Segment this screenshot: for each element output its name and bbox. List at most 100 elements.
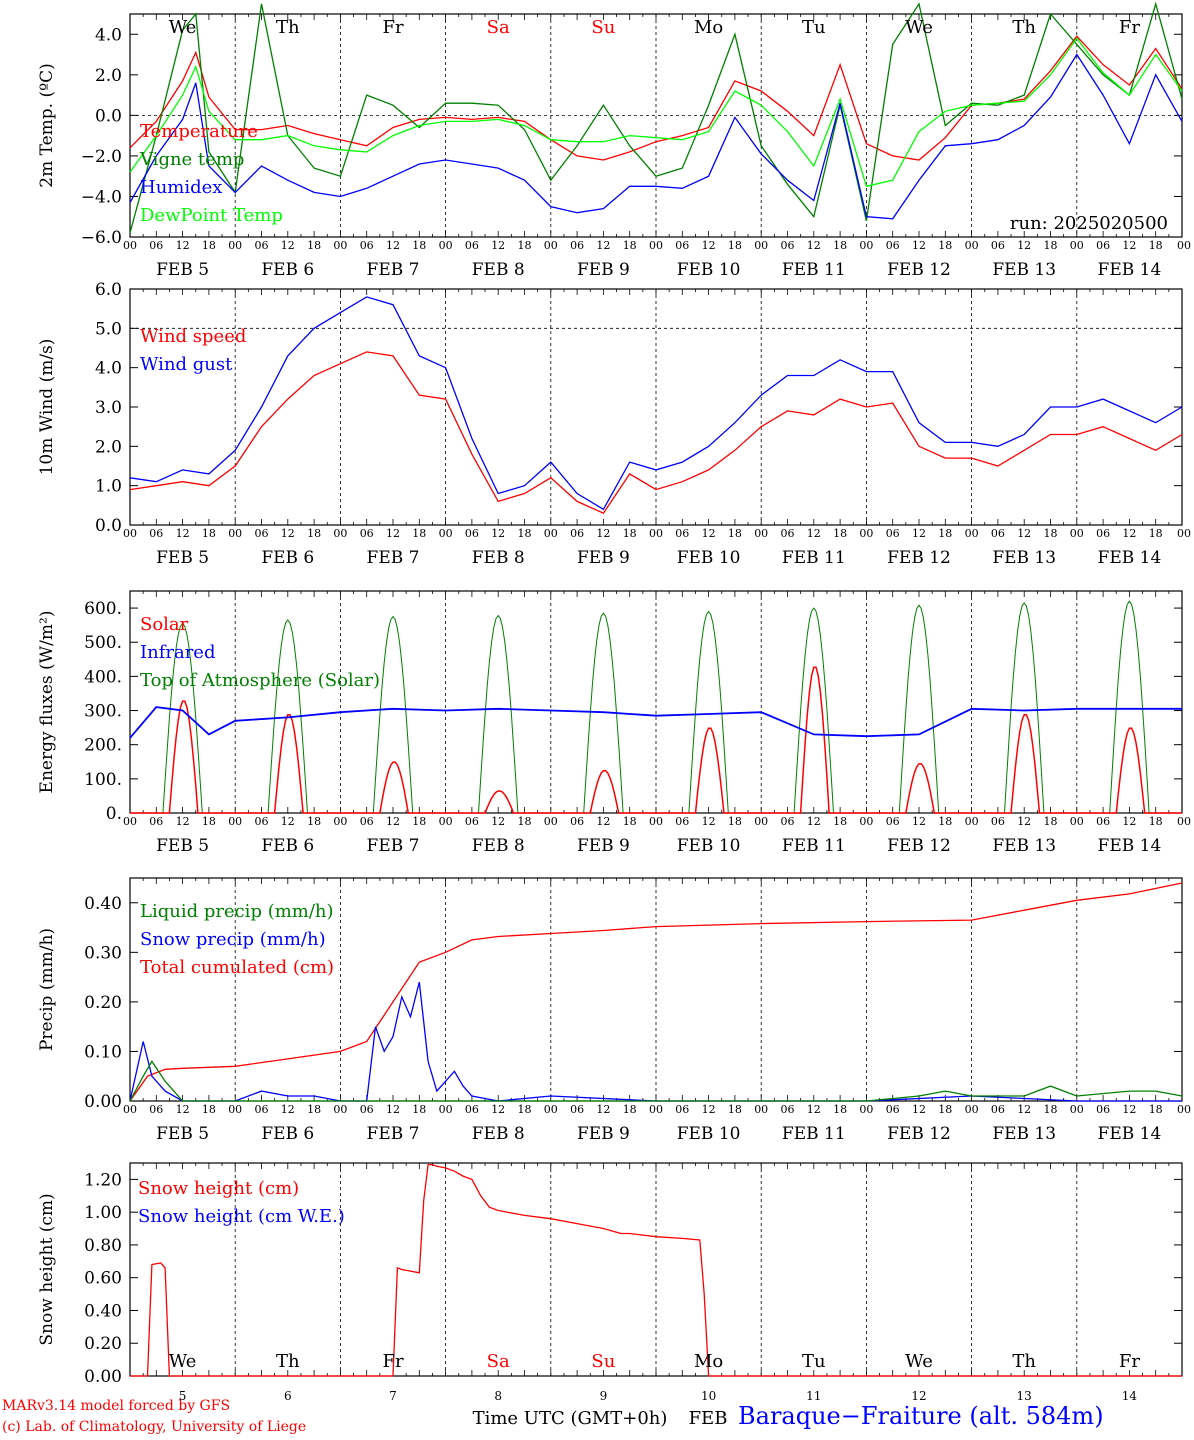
x-tick-label: 12: [807, 527, 821, 540]
x-tick-label: 00: [859, 239, 873, 252]
x-tick-label: 12: [491, 815, 505, 828]
x-tick-label: 12: [702, 815, 716, 828]
x-tick-label: 12: [176, 1103, 190, 1116]
x-tick-label: 18: [728, 815, 742, 828]
x-tick-label: 18: [623, 815, 637, 828]
x-tick-label: 12: [491, 1103, 505, 1116]
x-tick-label: 00: [1070, 239, 1084, 252]
x-date-label: FEB 8: [472, 1124, 525, 1144]
x-tick-label: 12: [702, 239, 716, 252]
x-tick-label: 12: [596, 815, 610, 828]
x-tick-label: 06: [360, 1103, 374, 1116]
x-tick-label: 06: [360, 815, 374, 828]
y-tick-label: 0.60: [84, 1269, 122, 1289]
x-tick-label: 06: [570, 1103, 584, 1116]
x-tick-label: 00: [228, 527, 242, 540]
x-day-number: 12: [911, 1389, 926, 1403]
x-tick-label: 00: [1070, 1103, 1084, 1116]
x-date-label: FEB 13: [992, 836, 1056, 856]
y-axis-label: 2m Temp. (ºC): [37, 63, 57, 188]
x-month-label: FEB: [689, 1408, 728, 1429]
x-tick-label: 06: [991, 239, 1005, 252]
x-day-number: 9: [600, 1389, 608, 1403]
weekday-label: Su: [591, 17, 615, 38]
x-tick-label: 12: [1017, 527, 1031, 540]
weekday-label: We: [169, 1351, 197, 1372]
weekday-label: Tu: [802, 17, 826, 38]
series-snow-height-cm-: [130, 1163, 1182, 1377]
weekday-label: We: [905, 1351, 933, 1372]
x-day-number: 5: [179, 1389, 187, 1403]
x-tick-label: 06: [465, 1103, 479, 1116]
y-tick-label: 2.0: [95, 66, 122, 86]
x-tick-label: 06: [675, 527, 689, 540]
series-infrared: [129, 706, 1182, 739]
x-date-label: FEB 13: [992, 1124, 1056, 1144]
x-tick-label: 18: [1149, 1103, 1163, 1116]
x-date-label: FEB 8: [472, 260, 525, 280]
x-tick-label: 06: [1096, 527, 1110, 540]
series-total-cumulated-cm-: [129, 882, 1183, 1102]
x-date-label: FEB 14: [1098, 1124, 1162, 1144]
x-tick-label: 12: [1017, 239, 1031, 252]
x-date-label: FEB 5: [156, 548, 209, 568]
x-tick-label: 18: [833, 527, 847, 540]
x-tick-label: 00: [1070, 527, 1084, 540]
x-tick-label: 00: [754, 527, 768, 540]
credit-line-1: MARv3.14 model forced by GFS: [2, 1398, 231, 1414]
x-date-label: FEB 14: [1098, 548, 1162, 568]
x-date-label: FEB 11: [782, 548, 846, 568]
y-tick-label: −2.0: [81, 147, 122, 167]
x-date-label: FEB 6: [261, 260, 314, 280]
series-wind-speed: [129, 351, 1183, 515]
x-tick-label: 12: [491, 239, 505, 252]
x-tick-label: 00: [439, 815, 453, 828]
y-tick-label: 4.0: [95, 359, 122, 379]
x-tick-label: 06: [149, 815, 163, 828]
y-tick-label: 100.: [84, 770, 122, 790]
y-axis-label: Snow height (cm): [37, 1193, 57, 1345]
x-date-label: FEB 9: [577, 836, 630, 856]
y-tick-label: 500.: [84, 633, 122, 653]
x-tick-label: 12: [176, 527, 190, 540]
x-day-number: 8: [494, 1389, 502, 1403]
x-tick-label: 18: [307, 239, 321, 252]
legend-entry: Solar: [140, 614, 189, 635]
y-tick-label: 1.0: [95, 477, 122, 497]
y-tick-label: 400.: [84, 667, 122, 687]
x-tick-label: 18: [938, 239, 952, 252]
x-tick-label: 18: [938, 1103, 952, 1116]
series-liquid-precip-mm-h-: [129, 1060, 1183, 1102]
y-tick-label: 1.20: [84, 1170, 122, 1190]
x-tick-label: 12: [386, 1103, 400, 1116]
x-tick-label: 06: [255, 815, 269, 828]
y-tick-label: 3.0: [95, 398, 122, 418]
x-axis-label: Time UTC (GMT+0h): [473, 1408, 668, 1429]
x-tick-label: 06: [465, 815, 479, 828]
x-date-label: FEB 7: [367, 836, 420, 856]
x-tick-label: 06: [991, 815, 1005, 828]
weekday-label: Sa: [487, 1351, 510, 1372]
x-tick-label: 12: [807, 815, 821, 828]
x-tick-label: 12: [596, 1103, 610, 1116]
weekday-label: Fr: [382, 1351, 403, 1372]
x-tick-label: 12: [912, 239, 926, 252]
x-date-label: FEB 7: [367, 260, 420, 280]
x-date-label: FEB 10: [677, 260, 741, 280]
x-tick-label: 00: [754, 1103, 768, 1116]
x-day-number: 10: [701, 1389, 716, 1403]
x-tick-label: 00: [754, 239, 768, 252]
x-tick-label: 18: [307, 527, 321, 540]
x-date-label: FEB 5: [156, 836, 209, 856]
x-tick-label: 06: [991, 1103, 1005, 1116]
weekday-label: Fr: [1119, 17, 1140, 38]
x-tick-label: 00: [859, 815, 873, 828]
x-tick-label: 00: [1177, 815, 1191, 828]
legend-entry: Wind gust: [140, 354, 233, 375]
weekday-label: Th: [276, 17, 300, 38]
legend-entry: DewPoint Temp: [140, 205, 283, 226]
x-date-label: FEB 14: [1098, 836, 1162, 856]
x-date-label: FEB 6: [261, 548, 314, 568]
x-tick-label: 12: [176, 815, 190, 828]
series-humidex: [129, 53, 1183, 220]
